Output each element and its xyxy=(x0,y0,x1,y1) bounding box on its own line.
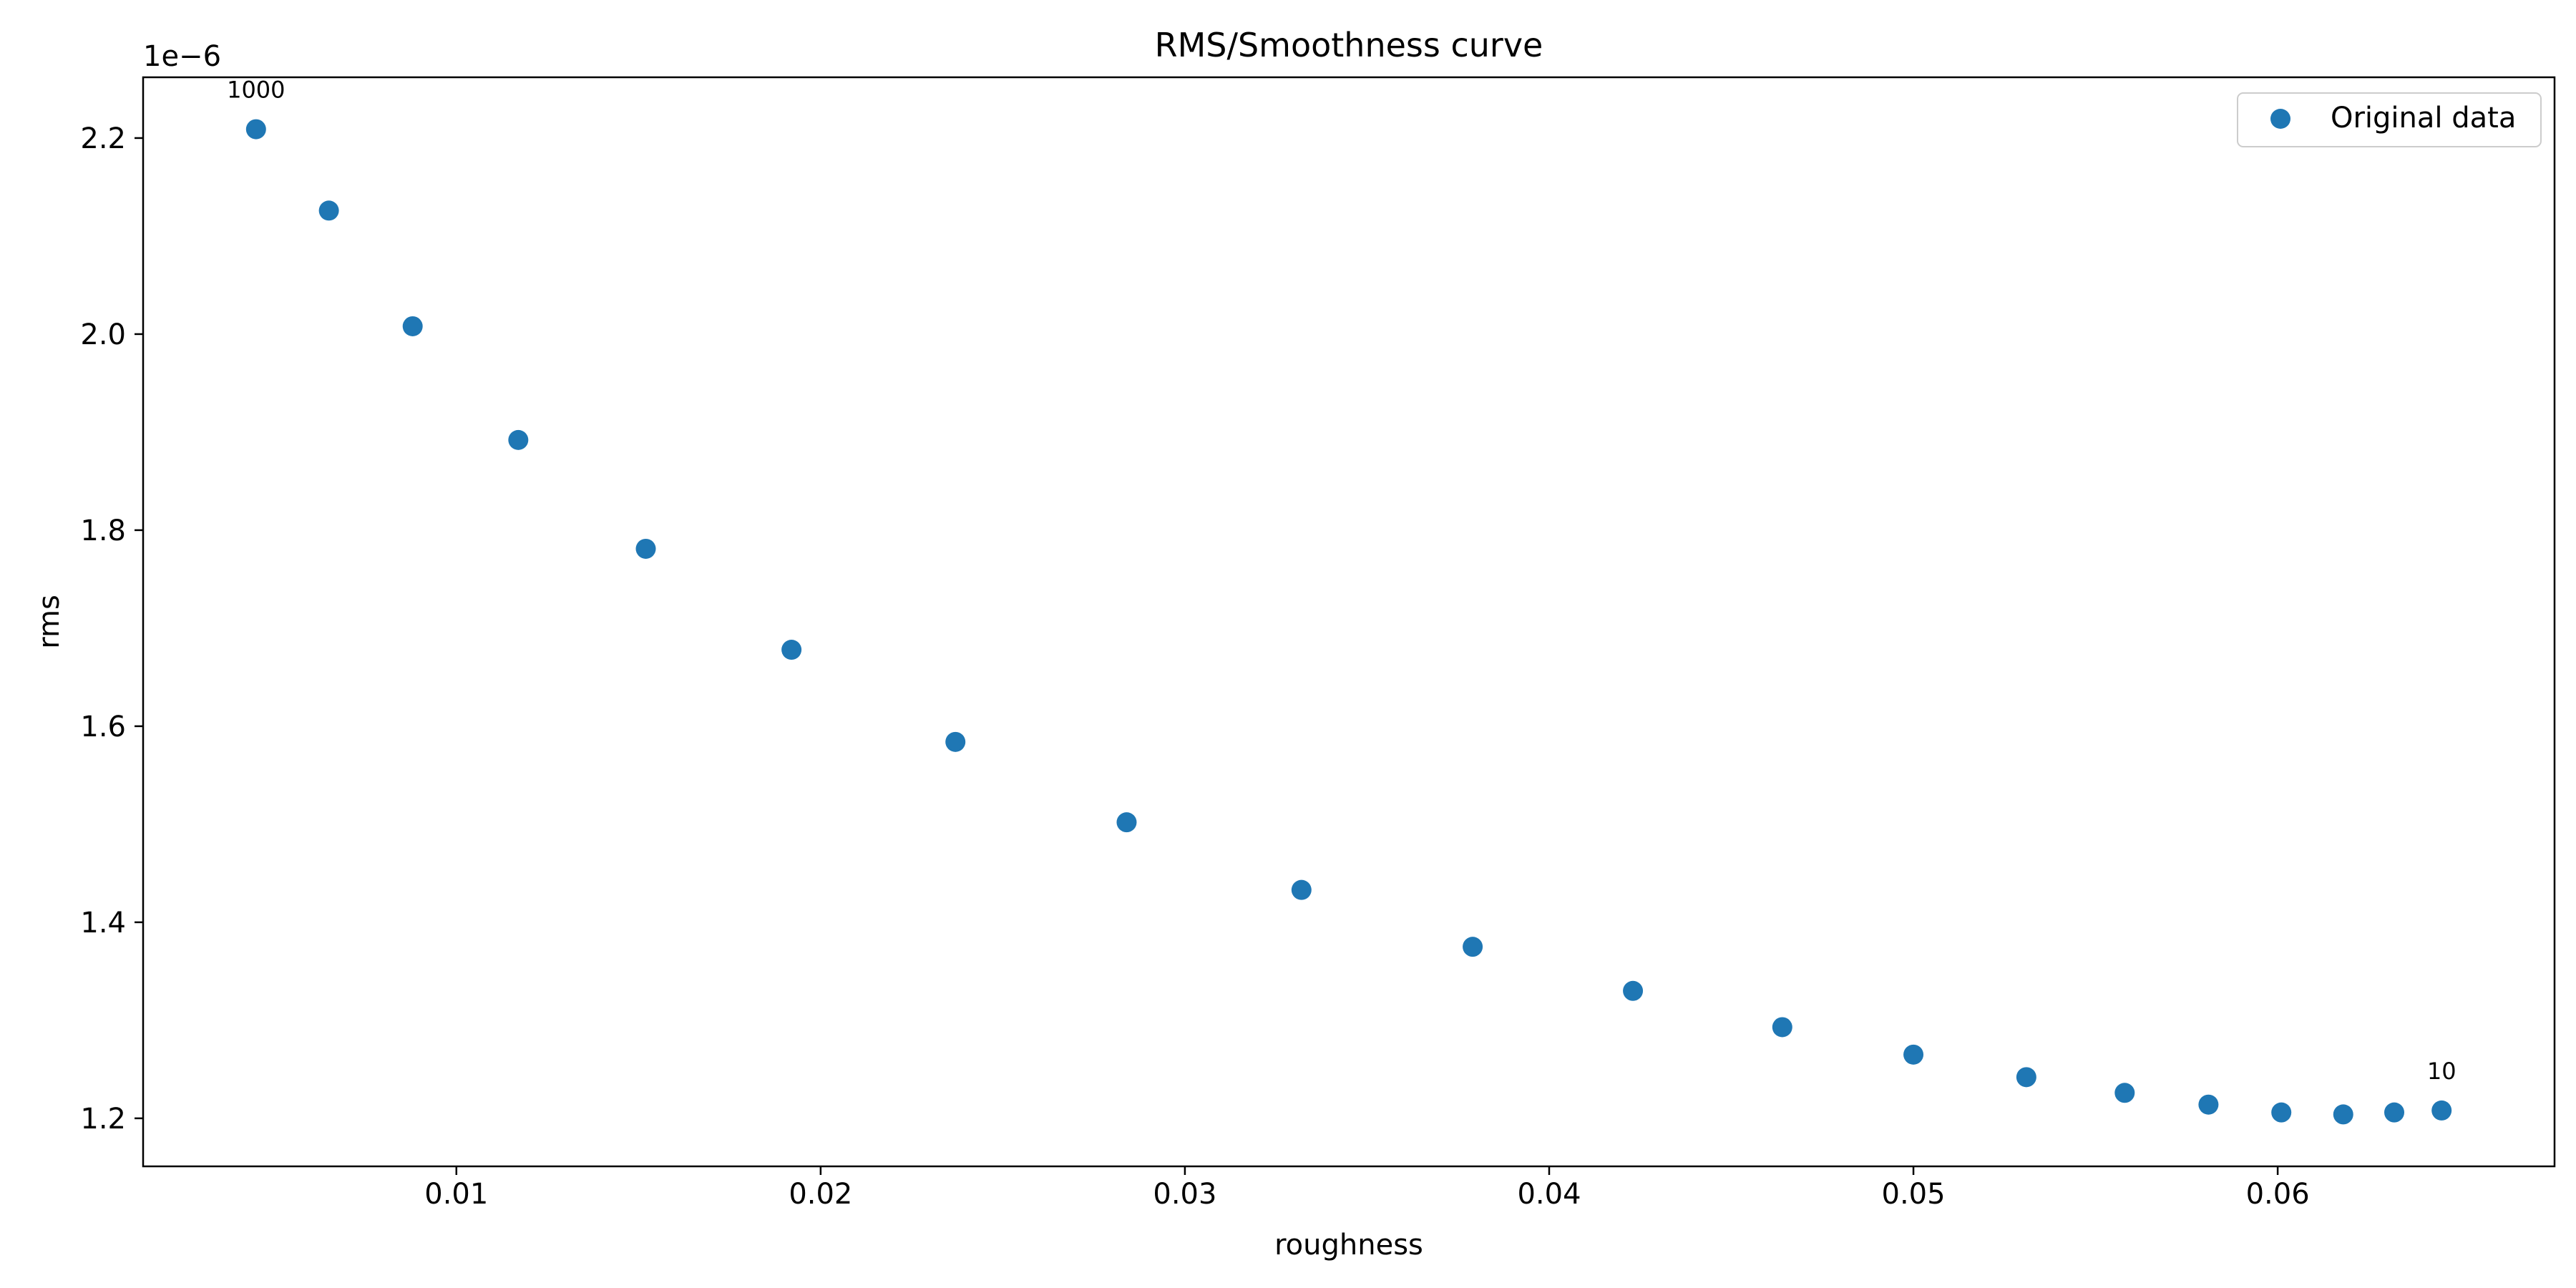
point-annotations: 1000 10 xyxy=(227,77,2456,1085)
data-point xyxy=(2016,1067,2036,1088)
data-point xyxy=(1291,879,1312,900)
plot-frame xyxy=(142,76,2556,1168)
x-tick-label: 0.03 xyxy=(1153,1178,1216,1211)
data-points xyxy=(245,119,2452,1125)
x-tick-label: 0.05 xyxy=(1882,1178,1946,1211)
data-point xyxy=(2333,1104,2353,1125)
legend: Original data xyxy=(2237,92,2542,147)
data-point xyxy=(1463,937,1483,957)
x-axis-label: roughness xyxy=(1274,1229,1423,1262)
y-axis-label: rms xyxy=(33,595,66,649)
legend-box xyxy=(2237,92,2542,147)
point-annotation: 10 xyxy=(2427,1058,2457,1085)
data-point xyxy=(402,316,423,336)
y-tick-label: 1.8 xyxy=(80,514,126,547)
plot-area xyxy=(143,77,2555,1166)
data-point xyxy=(2198,1094,2219,1115)
data-point xyxy=(2384,1102,2405,1123)
data-point xyxy=(1116,812,1137,833)
chart-title: RMS/Smoothness curve xyxy=(1155,26,1543,64)
y-axis-ticks: 1.2 1.4 1.6 1.8 2.0 2.2 xyxy=(80,122,143,1136)
y-tick-label: 1.2 xyxy=(80,1103,126,1136)
data-point xyxy=(2271,1102,2292,1123)
point-annotation: 1000 xyxy=(227,77,285,104)
x-tick-label: 0.02 xyxy=(789,1178,852,1211)
data-point xyxy=(2431,1100,2452,1121)
y-tick-label: 2.2 xyxy=(80,122,126,155)
data-point xyxy=(508,429,529,450)
x-tick-label: 0.04 xyxy=(1517,1178,1581,1211)
y-tick-label: 1.6 xyxy=(80,711,126,743)
data-point xyxy=(1623,980,1644,1001)
data-point xyxy=(245,119,266,140)
legend-marker-original-data xyxy=(2270,109,2290,129)
data-point xyxy=(1903,1044,1924,1065)
data-point xyxy=(635,538,656,559)
y-offset-label: 1e−6 xyxy=(143,40,221,73)
data-point xyxy=(945,731,966,752)
x-axis-ticks: 0.01 0.02 0.03 0.04 0.05 0.06 xyxy=(424,1166,2310,1211)
data-point xyxy=(781,640,802,660)
x-tick-label: 0.01 xyxy=(424,1178,488,1211)
data-point xyxy=(1772,1017,1792,1038)
legend-label-original-data: Original data xyxy=(2331,102,2516,135)
y-tick-label: 1.4 xyxy=(80,907,126,940)
y-tick-label: 2.0 xyxy=(80,318,126,351)
data-point xyxy=(318,200,339,221)
data-point xyxy=(2114,1083,2135,1103)
x-tick-label: 0.06 xyxy=(2246,1178,2310,1211)
